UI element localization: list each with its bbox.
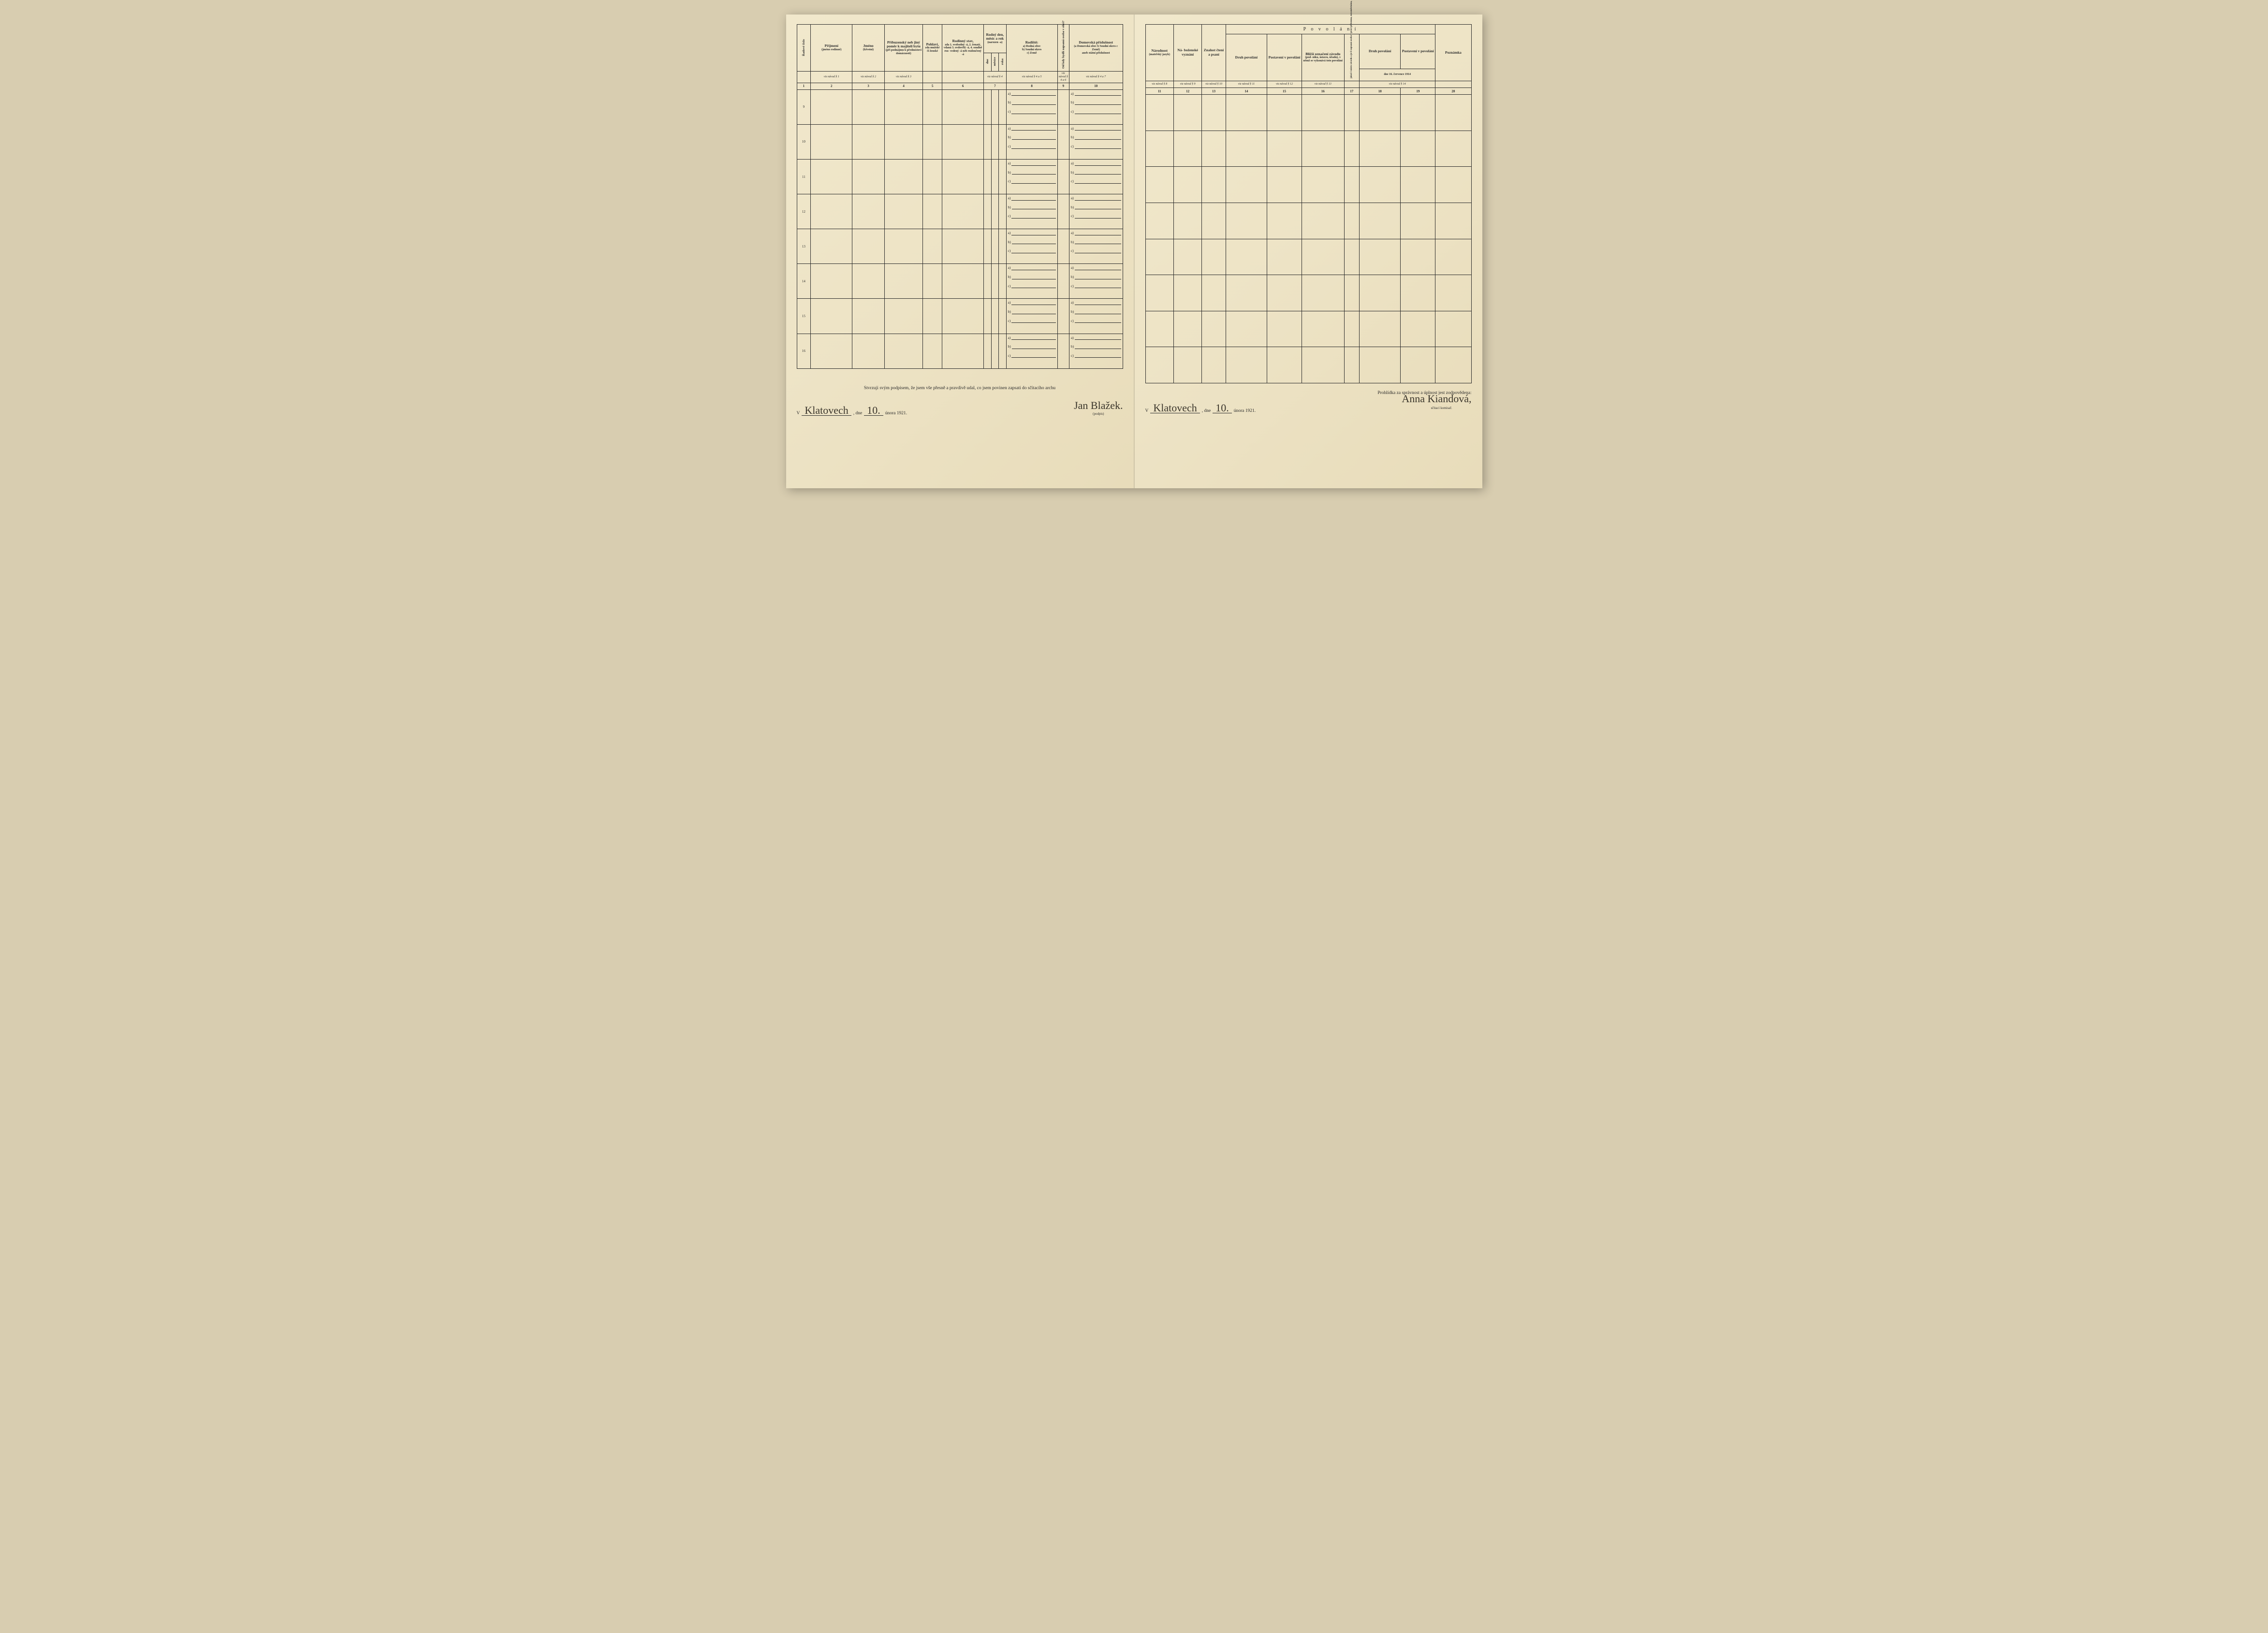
table-row [1145, 239, 1471, 275]
colnum-row-left: 1 2 3 4 5 6 7 8 9 10 [797, 83, 1123, 89]
table-row: 16 a) b) c) a) b) c) [797, 334, 1123, 368]
hdr-col3: Jméno(křestní) [852, 25, 884, 72]
table-row [1145, 203, 1471, 239]
hdr-col5: Pohlaví,zda mužské či ženské [923, 25, 942, 72]
table-row: 13 a) b) c) a) b) c) [797, 229, 1123, 264]
navod-row-right: viz návod § 8 viz návod § 9 viz návod § … [1145, 81, 1471, 88]
hdr-col6: Rodinný stav, zda 1. svobodný -á, 2. žen… [942, 25, 983, 72]
table-row: 10 a) b) c) a) b) c) [797, 124, 1123, 159]
handwritten-day-right: 10. [1213, 403, 1232, 413]
left-page: Řadové číslo Příjmení(jméno rodinné) Jmé… [786, 15, 1134, 488]
hdr-col13: Znalost čtení a psaní [1202, 25, 1226, 81]
hdr-col1: Řadové číslo [797, 25, 811, 72]
hdr-col7: Rodný den, měsíc a rok(narozen -a) [984, 25, 1006, 53]
row-number: 14 [797, 264, 811, 299]
table-row [1145, 167, 1471, 203]
table-row [1145, 95, 1471, 131]
navod-row-left: viz návod § 1 viz návod § 2 viz návod § … [797, 72, 1123, 83]
hdr-col7b: měsíce [991, 53, 998, 71]
declaration-left: Stvrzuji svým podpisem, že jsem vše přes… [797, 386, 1123, 391]
hdr-col8: Rodiště:a) Rodná obec b) Soudní okres c)… [1006, 25, 1057, 72]
hdr-col4: Příbuzenský neb jiný poměr k majiteli by… [884, 25, 923, 72]
book-spread: Řadové číslo Příjmení(jméno rodinné) Jmé… [786, 15, 1482, 488]
hdr-col7a: dne [984, 53, 991, 71]
colnum-row-right: 11 12 13 14 15 16 17 18 19 20 [1145, 88, 1471, 95]
footer-right: Prohlídka za správnost a úplnost jest zo… [1145, 391, 1472, 413]
table-row [1145, 131, 1471, 167]
table-row: 12 a) b) c) a) b) c) [797, 194, 1123, 229]
hdr-col20: Poznámka [1435, 25, 1471, 81]
hdr-date-1914: dne 16. července 1914 [1360, 69, 1435, 81]
hdr-col7c: roku [999, 53, 1006, 71]
table-row: 14 a) b) c) a) b) c) [797, 264, 1123, 299]
handwritten-place-right: Klatovech [1150, 403, 1200, 413]
signature-block-left: Jan Blažek. (podpis) [1074, 404, 1123, 416]
hdr-col18: Druh povolání [1360, 34, 1401, 69]
footer-left: Stvrzuji svým podpisem, že jsem vše přes… [797, 386, 1123, 416]
hdr-col14: Druh povolání [1226, 34, 1267, 81]
table-row: 9 a) b) c) a) b) c) [797, 89, 1123, 124]
sig-label-right: sčítací komisař. [1377, 406, 1471, 410]
right-page: Národnost(mateřský jazyk) Ná- boženské v… [1134, 15, 1482, 488]
census-table-left: Řadové číslo Příjmení(jméno rodinné) Jmé… [797, 24, 1123, 368]
row-number: 9 [797, 89, 811, 124]
row-number: 11 [797, 159, 811, 194]
table-row [1145, 275, 1471, 311]
hdr-col16: Bližší označení závodu (pod- niku, ústav… [1302, 34, 1344, 81]
row-number: 12 [797, 194, 811, 229]
handwritten-signature-left: Jan Blažek. [1074, 399, 1123, 412]
census-table-right: Národnost(mateřský jazyk) Ná- boženské v… [1145, 24, 1472, 373]
handwritten-day-left: 10. [864, 406, 883, 416]
row-number: 13 [797, 229, 811, 264]
hdr-col2: Příjmení(jméno rodinné) [811, 25, 852, 72]
hdr-povolani-span: P o v o l á n í [1226, 25, 1435, 34]
row-number: 16 [797, 334, 811, 368]
hdr-col12: Ná- boženské vyznání [1173, 25, 1201, 81]
row-number: 10 [797, 124, 811, 159]
handwritten-place-left: Klatovech [802, 406, 851, 416]
hdr-col10: Domovská příslušnost(a Domovská obec b S… [1069, 25, 1123, 72]
table-row: 11 a) b) c) a) b) c) [797, 159, 1123, 194]
hdr-col9: Od kdy bydlí zapsaná osoba v obci? [1057, 25, 1069, 72]
hdr-col19: Postavení v povolání [1401, 34, 1435, 69]
hdr-col15: Postavení v povolání [1267, 34, 1302, 81]
table-row [1145, 347, 1471, 383]
hdr-col17: jakož i místo závodu a je-li zapsaná oso… [1344, 34, 1359, 81]
place-date-left: V Klatovech , dne 10. února 1921. [797, 406, 907, 416]
row-number: 15 [797, 299, 811, 334]
table-row: 15 a) b) c) a) b) c) [797, 299, 1123, 334]
hdr-col11: Národnost(mateřský jazyk) [1145, 25, 1173, 81]
table-row [1145, 311, 1471, 347]
